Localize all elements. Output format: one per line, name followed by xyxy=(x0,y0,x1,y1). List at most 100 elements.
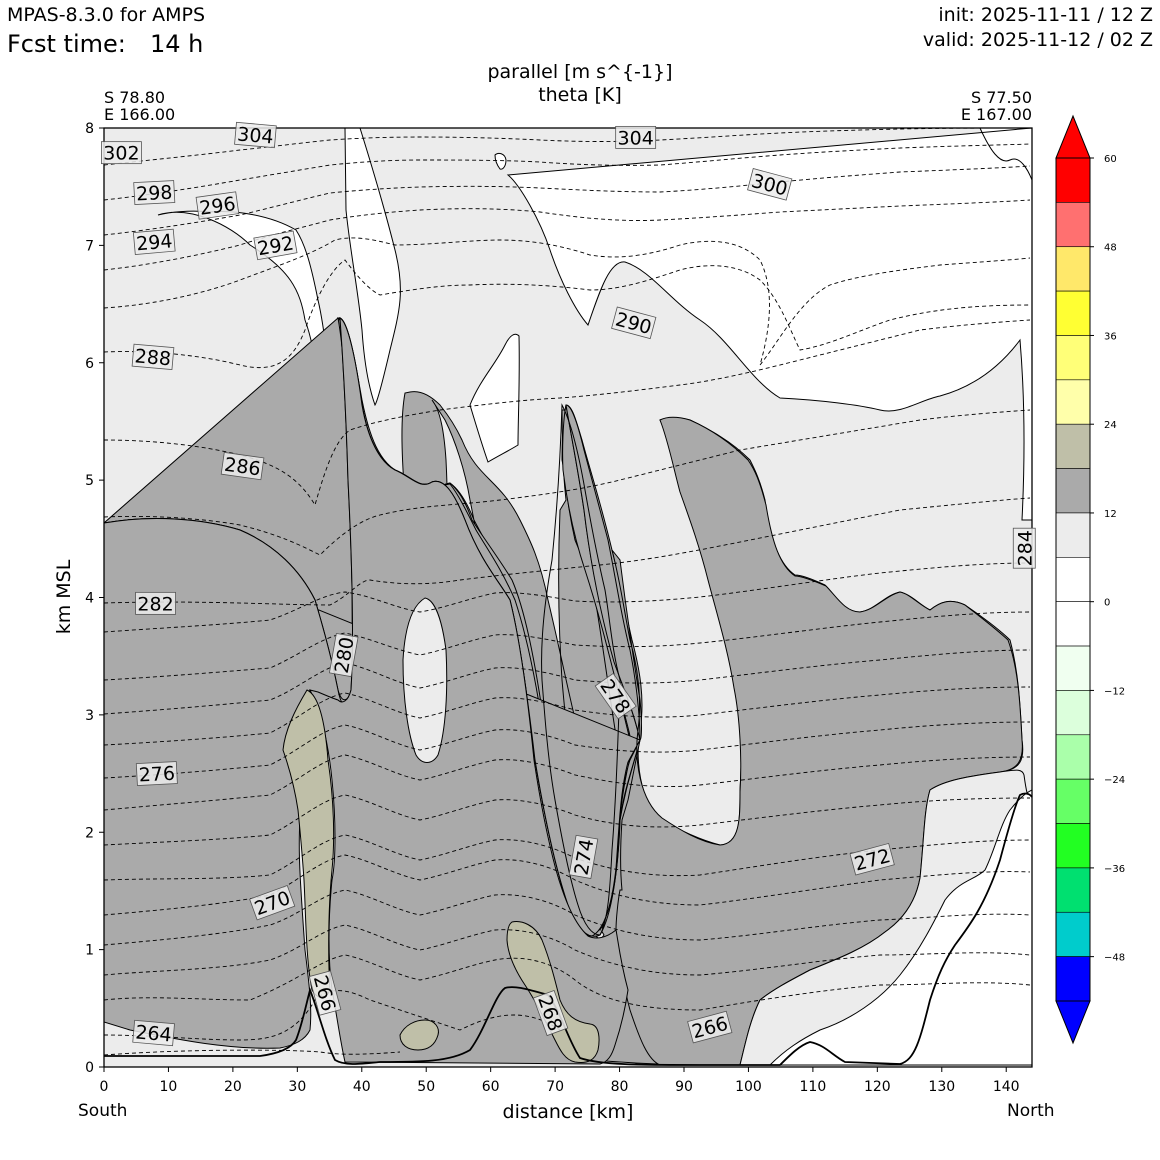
wind-white-region xyxy=(344,128,401,407)
colorbar-bin xyxy=(1055,335,1091,381)
theta-contour xyxy=(104,611,1031,681)
theta-label-box xyxy=(594,672,637,720)
colorbar-bin xyxy=(1055,468,1091,514)
x-tick-label: 140 xyxy=(993,1079,1020,1095)
colorbar-tick-label: −48 xyxy=(1104,953,1125,964)
theta-label-box xyxy=(195,191,240,220)
theta-label-box xyxy=(849,842,895,876)
colorbar-tick-label: 0 xyxy=(1104,598,1110,609)
theta-contour xyxy=(104,924,1031,976)
theta-label-box xyxy=(687,1010,733,1044)
theta-label-box xyxy=(747,168,793,201)
colorbar-tick-label: 36 xyxy=(1104,331,1117,342)
colorbar-bin xyxy=(1055,290,1091,336)
x-tick-label: 30 xyxy=(288,1079,306,1095)
colorbar-bin xyxy=(1055,690,1091,736)
x-tick-label: 50 xyxy=(417,1079,435,1095)
terrain-outline xyxy=(104,792,1033,1066)
theta-contour xyxy=(104,954,1031,1011)
colorbar-bin xyxy=(1055,956,1091,1002)
colorbar-bin xyxy=(1055,778,1091,824)
theta-contour xyxy=(104,128,1031,166)
y-tick-label: 6 xyxy=(85,356,94,372)
y-tick-label: 5 xyxy=(85,473,94,489)
theta-contour xyxy=(104,562,1031,633)
valid-time: valid: 2025-11-12 / 02 Z xyxy=(922,29,1153,51)
x-axis-label: distance [km] xyxy=(503,1101,634,1123)
theta-contour xyxy=(104,259,1031,369)
x-tick-label: 90 xyxy=(675,1079,693,1095)
theta-label-text: 296 xyxy=(198,193,237,220)
colorbar-bin xyxy=(1055,246,1091,292)
wind-white-region xyxy=(469,333,520,463)
theta-contour xyxy=(104,497,1031,606)
theta-label-box xyxy=(131,343,175,371)
theta-label: 284 xyxy=(1012,527,1036,569)
wind-light-pocket xyxy=(541,403,621,936)
x-tick-label: 20 xyxy=(224,1079,242,1095)
colorbar-tick-label: 24 xyxy=(1104,420,1117,431)
theta-contour xyxy=(104,686,1031,746)
y-axis: 0 1 2 3 4 5 6 7 8 xyxy=(85,121,104,1076)
theta-label-box xyxy=(135,761,178,787)
theta-label-box xyxy=(135,591,176,615)
theta-label-text: 304 xyxy=(618,127,654,149)
colorbar-bin xyxy=(1055,867,1091,913)
fcst-time-label: Fcst time: xyxy=(7,30,126,58)
theta-label: 294 xyxy=(132,228,176,255)
model-title: MPAS-8.3.0 for AMPS xyxy=(7,4,206,26)
y-tick-label: 2 xyxy=(85,825,94,841)
x-tick-label: 110 xyxy=(800,1079,827,1095)
colorbar-bin xyxy=(1055,734,1091,780)
left-end-lat: S 78.80 xyxy=(104,88,166,107)
x-tick-label: 130 xyxy=(928,1079,955,1095)
theta-label-box xyxy=(328,632,359,678)
theta-contour xyxy=(104,1049,401,1056)
colorbar-bin xyxy=(1055,911,1091,957)
chart-title-wind: parallel [m s^{-1}] xyxy=(487,61,673,83)
x-tick-label: 40 xyxy=(353,1079,371,1095)
theta-contour xyxy=(104,199,1031,271)
theta-label-box xyxy=(615,125,657,149)
theta-label: 288 xyxy=(131,343,175,371)
theta-label-text: 286 xyxy=(223,454,262,481)
theta-label-box xyxy=(132,1019,175,1047)
fcst-time-value: 14 h xyxy=(150,30,204,58)
south-label: South xyxy=(78,1101,128,1121)
theta-label-text: 284 xyxy=(1014,530,1036,566)
colorbar-tick-label: −12 xyxy=(1104,686,1125,697)
theta-label-text: 288 xyxy=(134,345,172,370)
theta-label: 304 xyxy=(615,125,657,149)
wind-white-region xyxy=(506,128,1032,521)
theta-label: 282 xyxy=(135,591,176,615)
theta-contour xyxy=(104,237,1031,366)
theta-label: 286 xyxy=(220,451,265,481)
y-tick-label: 4 xyxy=(85,591,94,607)
colorbar-tick-label: −36 xyxy=(1104,864,1125,875)
colorbar-bin xyxy=(1055,379,1091,425)
y-axis-label: km MSL xyxy=(53,559,75,634)
colorbar-tick-label: −24 xyxy=(1104,775,1125,786)
theta-label-text: 302 xyxy=(103,143,139,165)
theta-contour xyxy=(104,409,1031,556)
theta-label-box xyxy=(308,970,342,1016)
colorbar-tick-label: 48 xyxy=(1104,243,1117,254)
theta-contour xyxy=(104,990,561,1041)
colorbar-under-arrow xyxy=(1055,1000,1091,1045)
wind-light-pocket xyxy=(402,597,448,763)
theta-contour xyxy=(104,649,1031,715)
x-tick-label: 120 xyxy=(864,1079,891,1095)
theta-contour xyxy=(104,754,1031,811)
colorbar-frame xyxy=(1055,157,1091,1002)
right-end-lon: E 167.00 xyxy=(960,105,1032,124)
theta-label-box xyxy=(532,989,569,1037)
wind-olive-region xyxy=(399,1019,439,1051)
theta-label: 298 xyxy=(133,180,176,205)
y-tick-label: 8 xyxy=(85,121,94,137)
theta-label-box xyxy=(1012,527,1036,569)
theta-label-text: 304 xyxy=(236,124,274,149)
init-time: init: 2025-11-11 / 12 Z xyxy=(938,4,1153,26)
theta-label-box xyxy=(568,834,599,879)
